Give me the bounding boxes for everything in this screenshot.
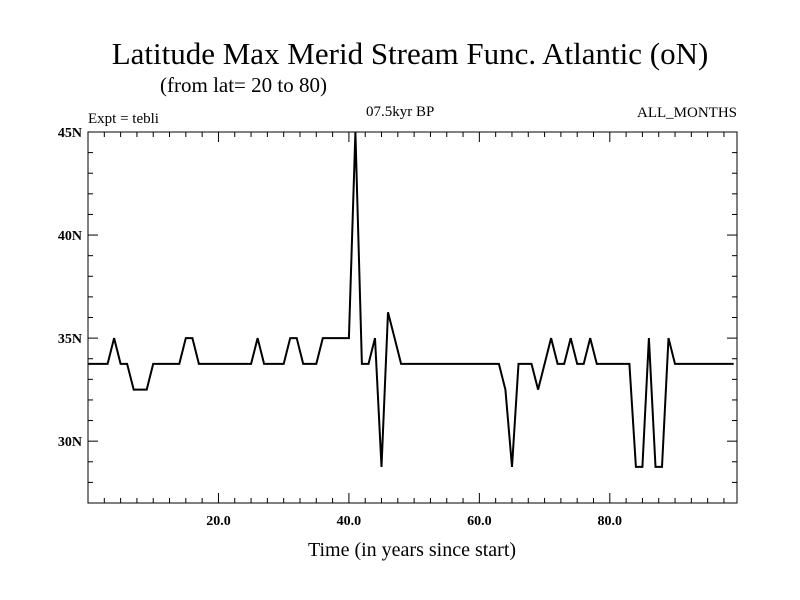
plot-frame <box>87 131 738 504</box>
x-tick-label: 80.0 <box>598 514 623 529</box>
x-major-ticks <box>217 132 611 503</box>
x-tick-label: 40.0 <box>337 514 362 529</box>
series-layer <box>88 131 734 468</box>
y-tick-labels: 30N 35N 40N 45N <box>58 126 82 450</box>
y-tick-label: 35N <box>58 332 82 347</box>
chart-subtitle: (from lat= 20 to 80) <box>160 73 327 97</box>
x-tick-label: 20.0 <box>206 514 231 529</box>
x-tick-labels: 20.0 40.0 60.0 80.0 <box>206 514 622 529</box>
y-minor-ticks <box>88 152 737 504</box>
x-minor-ticks <box>103 132 725 503</box>
series-line <box>88 131 734 468</box>
experiment-label: Expt = tebli <box>88 111 159 127</box>
y-tick-label: 30N <box>58 435 82 450</box>
x-tick-label: 60.0 <box>467 514 492 529</box>
y-major-ticks <box>88 131 737 442</box>
months-label: ALL_MONTHS <box>637 105 737 121</box>
period-label: 07.5kyr BP <box>366 104 434 120</box>
chart-title: Latitude Max Merid Stream Func. Atlantic… <box>112 36 709 71</box>
x-axis-label: Time (in years since start) <box>308 539 516 561</box>
y-tick-label: 40N <box>58 229 82 244</box>
y-tick-label: 45N <box>58 126 82 141</box>
